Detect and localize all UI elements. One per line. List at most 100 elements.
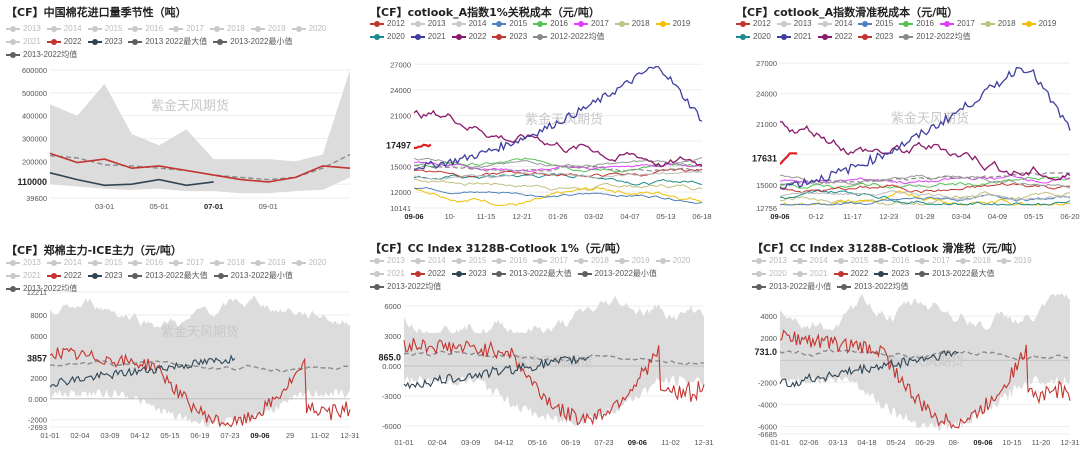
legend-item[interactable]: 2022 [817, 30, 852, 43]
series-line [413, 186, 703, 206]
legend-item[interactable]: 2013-2022最大值 [915, 267, 994, 280]
legend-item[interactable]: 2019 [614, 254, 650, 267]
legend-item[interactable]: 2021 [792, 267, 828, 280]
y-tick-label: -2000 [28, 416, 47, 425]
legend-item[interactable]: 2023 [87, 269, 122, 282]
legend-item[interactable]: 2014 [817, 17, 852, 30]
last-value-label: 110000 [17, 177, 47, 187]
legend-item[interactable]: 2013-2022最小值 [213, 269, 293, 282]
legend-item[interactable]: 2022 [410, 267, 446, 280]
legend-item[interactable]: 2013-2022最大值 [128, 269, 208, 282]
legend-item[interactable]: 2013 [410, 17, 446, 30]
legend-item[interactable]: 2021 [410, 30, 446, 43]
legend-swatch [492, 20, 507, 27]
legend-item[interactable]: 2013-2022最大值 [492, 267, 572, 280]
legend-label: 2022 [63, 271, 82, 280]
legend-item[interactable]: 2017 [533, 254, 568, 267]
legend-item[interactable]: 2013 [752, 254, 787, 267]
legend-item[interactable]: 2012 [370, 17, 405, 30]
legend-item[interactable]: 2023 [492, 30, 527, 43]
series-2021 [779, 67, 1071, 190]
legend-item[interactable]: 2017 [915, 254, 950, 267]
legend-label: 2020 [769, 269, 787, 278]
legend-item[interactable]: 2021 [6, 269, 41, 282]
legend-item[interactable]: 2015 [451, 254, 486, 267]
legend-item[interactable]: 2019 [250, 22, 286, 35]
legend-item[interactable]: 2013-2022最小值 [213, 35, 292, 48]
legend-item[interactable]: 2017 [169, 22, 204, 35]
legend-item[interactable]: 2023 [858, 30, 893, 43]
legend-item[interactable]: 2012-2022均值 [899, 30, 970, 43]
legend-item[interactable]: 2023 [451, 267, 486, 280]
legend-label: 2013 [793, 19, 812, 28]
legend-item[interactable]: 2016 [492, 254, 527, 267]
legend-label: 2019 [267, 258, 286, 267]
legend-item[interactable]: 2021 [6, 35, 41, 48]
legend-item[interactable]: 2015 [833, 254, 868, 267]
legend-item[interactable]: 2015 [492, 17, 527, 30]
legend-item[interactable]: 2021 [370, 267, 405, 280]
legend-item[interactable]: 2020 [736, 30, 771, 43]
legend-item[interactable]: 2013-2022均值 [370, 280, 441, 293]
legend-item[interactable]: 2014 [410, 254, 446, 267]
legend-item[interactable]: 2013 [776, 17, 812, 30]
legend-item[interactable]: 2015 [87, 256, 122, 269]
legend-item[interactable]: 2023 [87, 35, 122, 48]
legend-item[interactable]: 2013 [370, 254, 405, 267]
legend-item[interactable]: 2013-2022均值 [837, 280, 909, 293]
legend-item[interactable]: 2016 [128, 256, 163, 269]
legend-item[interactable]: 2012-2022均值 [533, 30, 604, 43]
legend-item[interactable]: 2013-2022均值 [6, 282, 77, 295]
legend-item[interactable]: 2015 [858, 17, 893, 30]
legend-item[interactable]: 2018 [980, 17, 1016, 30]
legend-item[interactable]: 2017 [939, 17, 975, 30]
x-tick-label: 04-07 [620, 212, 639, 221]
legend-item[interactable]: 2022 [451, 30, 486, 43]
legend-item[interactable]: 2019 [996, 254, 1032, 267]
legend-item[interactable]: 2013 [6, 22, 41, 35]
legend-item[interactable]: 2021 [776, 30, 812, 43]
legend-item[interactable]: 2014 [46, 22, 82, 35]
legend-item[interactable]: 2016 [899, 17, 934, 30]
legend-item[interactable]: 2013-2022最小值 [752, 280, 831, 293]
series-line [779, 189, 1071, 206]
legend-item[interactable]: 2018 [209, 256, 245, 269]
legend-swatch [792, 270, 807, 277]
legend-item[interactable]: 2016 [874, 254, 909, 267]
legend-item[interactable]: 2013 2022最大值 [128, 35, 207, 48]
legend-item[interactable]: 2020 [291, 22, 326, 35]
legend-item[interactable]: 2019 [1021, 17, 1056, 30]
legend-item[interactable]: 2017 [573, 17, 609, 30]
legend-item[interactable]: 2012 [736, 17, 771, 30]
legend-item[interactable]: 2020 [655, 254, 690, 267]
legend-label: 2013-2022均值 [23, 284, 78, 293]
legend-item[interactable]: 2014 [46, 256, 82, 269]
legend-item[interactable]: 2016 [128, 22, 163, 35]
legend-item[interactable]: 2015 [87, 22, 122, 35]
legend-item[interactable]: 2020 [752, 267, 787, 280]
legend-item[interactable]: 2022 [46, 269, 82, 282]
legend-item[interactable]: 2022 [46, 35, 82, 48]
x-tick-label: 12-31 [340, 431, 359, 440]
legend-item[interactable]: 2018 [955, 254, 991, 267]
legend-label: 2016 [509, 256, 528, 265]
legend-item[interactable]: 2018 [614, 17, 650, 30]
legend-item[interactable]: 2019 [250, 256, 286, 269]
legend-item[interactable]: 2017 [169, 256, 204, 269]
legend-label: 2017 [550, 256, 568, 265]
legend-item[interactable]: 2020 [291, 256, 326, 269]
legend-item[interactable]: 2013-2022均值 [6, 48, 77, 61]
legend-item[interactable]: 2016 [533, 17, 568, 30]
legend-item[interactable]: 2018 [573, 254, 609, 267]
legend-item[interactable]: 2022 [833, 267, 868, 280]
legend-item[interactable]: 2019 [655, 17, 690, 30]
legend-item[interactable]: 2013 [6, 256, 41, 269]
legend-item[interactable]: 2018 [209, 22, 245, 35]
legend-item[interactable]: 2014 [792, 254, 828, 267]
legend-item[interactable]: 2013-2022最小值 [577, 267, 657, 280]
legend-item[interactable]: 2014 [451, 17, 486, 30]
legend-item[interactable]: 2020 [370, 30, 405, 43]
legend-swatch [6, 285, 20, 292]
legend-label: 2017 [956, 19, 975, 28]
legend-item[interactable]: 2023 [874, 267, 909, 280]
